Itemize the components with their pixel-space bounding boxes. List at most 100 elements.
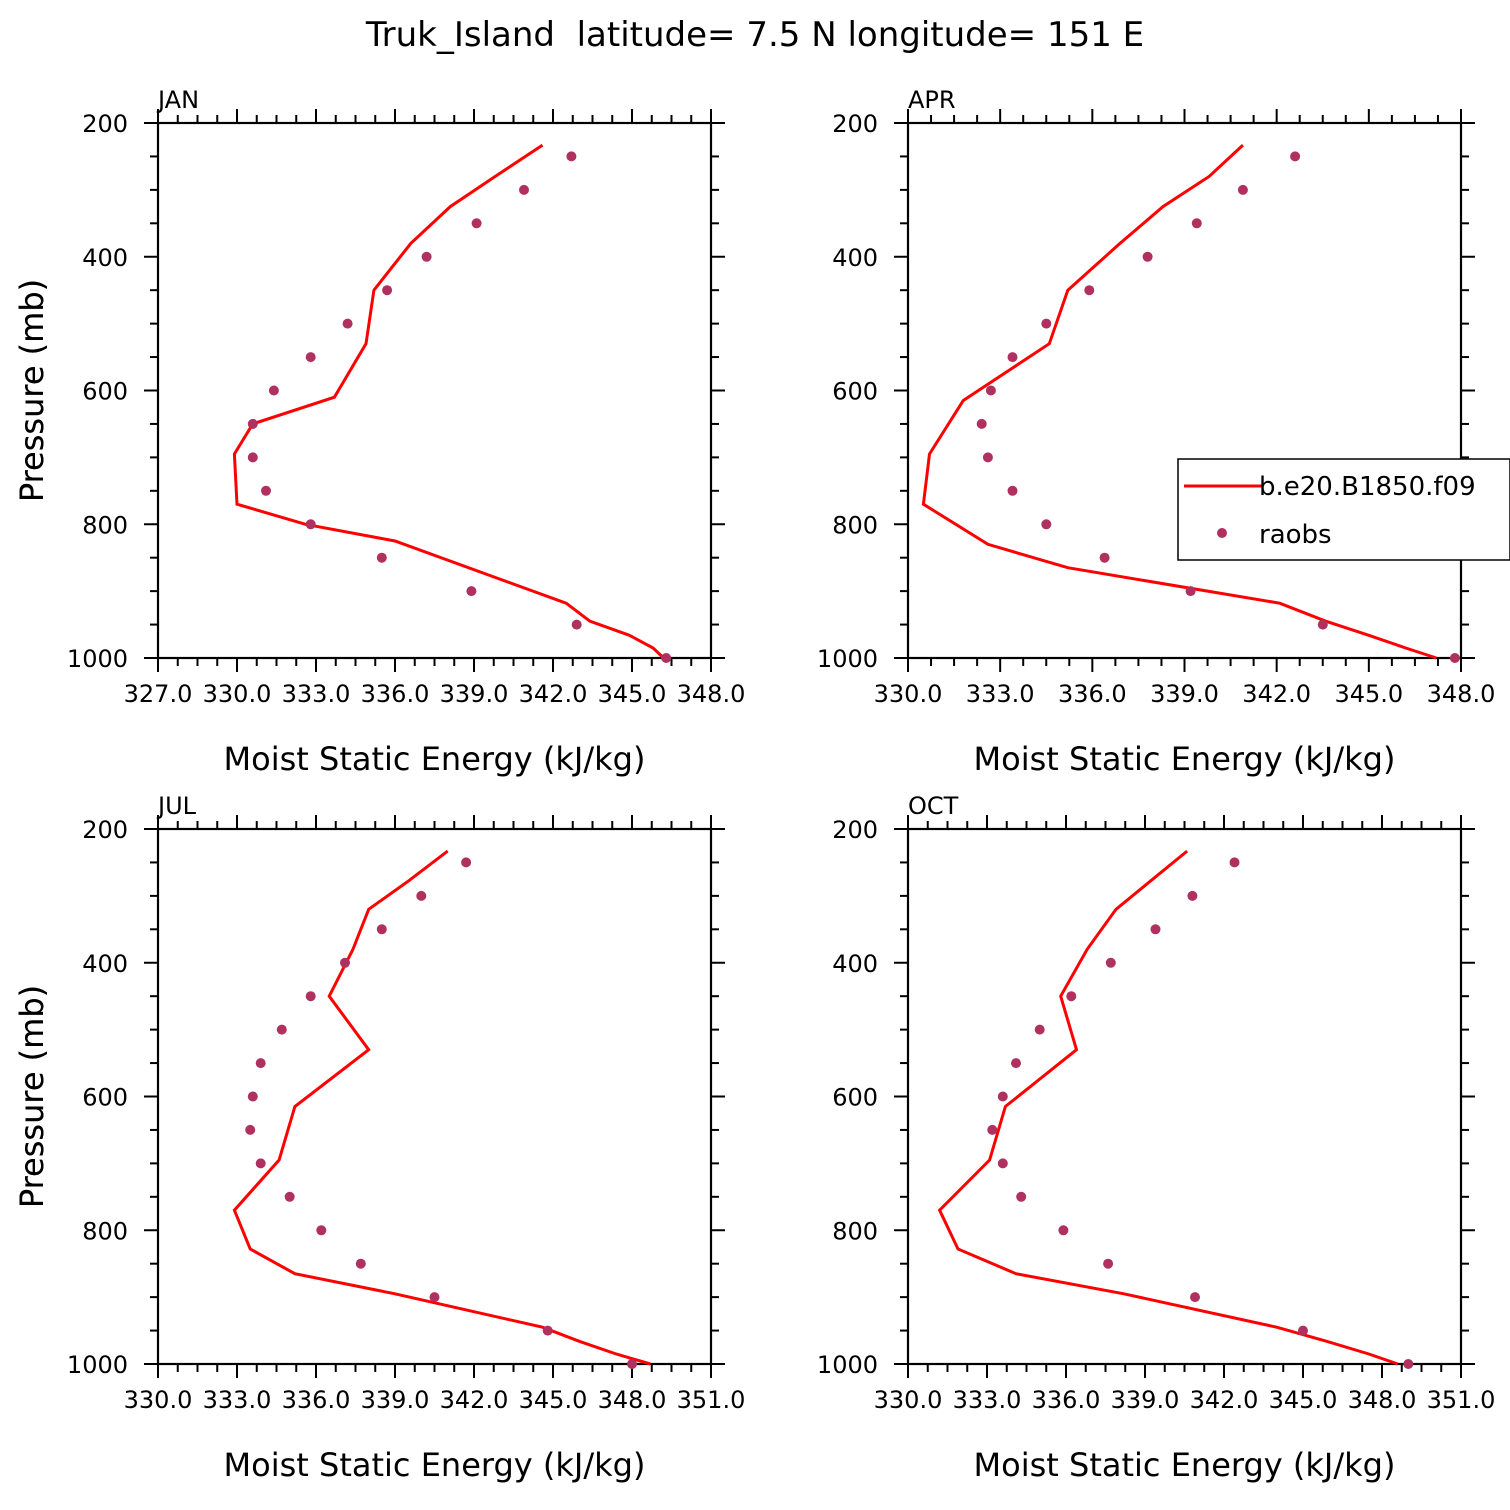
obs-point (247, 418, 258, 429)
model-line (921, 144, 1437, 660)
obs-point (982, 452, 993, 463)
obs-point (985, 385, 996, 396)
obs-point (382, 285, 393, 296)
figure-title: Truk_Island latitude= 7.5 N longitude= 1… (365, 15, 1144, 55)
obs-point (421, 251, 432, 262)
obs-point (471, 218, 482, 229)
y-tick-label: 1000 (817, 1351, 878, 1379)
obs-point (1011, 1058, 1021, 1069)
obs-point (661, 653, 672, 663)
obs-point (1058, 1225, 1069, 1236)
plot-frame (156, 827, 713, 1366)
y-tick-label: 600 (82, 378, 128, 406)
obs-point (1016, 1191, 1027, 1202)
x-tick-label: 333.0 (966, 680, 1035, 708)
x-tick-label: 339.0 (1111, 1386, 1180, 1414)
obs-point (342, 318, 353, 329)
y-tick-label: 600 (832, 378, 878, 406)
obs-point (1099, 552, 1110, 563)
y-tick-label: 200 (832, 110, 878, 138)
y-axis-title: Pressure (mb) (13, 985, 51, 1208)
obs-point (1105, 957, 1116, 968)
x-tick-label: 339.0 (1150, 680, 1219, 708)
obs-point (316, 1225, 327, 1236)
obs-point (261, 485, 271, 496)
y-tick-label: 200 (832, 816, 878, 844)
y-tick-label: 800 (82, 511, 128, 539)
obs-point (255, 1058, 266, 1069)
y-tick-label: 1000 (817, 645, 878, 673)
obs-point (1084, 285, 1095, 296)
x-tick-label: 345.0 (598, 680, 667, 708)
panel-label: JAN (156, 86, 199, 114)
x-tick-label: 330.0 (874, 1386, 943, 1414)
x-tick-label: 333.0 (953, 1386, 1022, 1414)
model-line (232, 143, 665, 660)
y-tick-label: 1000 (67, 645, 128, 673)
obs-point (1229, 857, 1240, 868)
obs-point (1103, 1258, 1114, 1269)
x-tick-label: 336.0 (361, 680, 430, 708)
y-tick-label: 200 (82, 110, 128, 138)
obs-point (305, 519, 316, 530)
obs-point (466, 586, 477, 597)
x-tick-label: 336.0 (282, 1386, 351, 1414)
legend-obs-label: raobs (1259, 520, 1332, 550)
obs-point (355, 1258, 366, 1269)
x-tick-label: 339.0 (361, 1386, 430, 1414)
x-tick-label: 333.0 (203, 1386, 272, 1414)
legend: b.e20.B1850.f09 raobs (1177, 458, 1510, 561)
obs-point (1041, 519, 1052, 530)
plot-frame (906, 827, 1463, 1366)
x-tick-label: 336.0 (1032, 1386, 1101, 1414)
y-tick-label: 600 (82, 1084, 128, 1112)
obs-point (1190, 1292, 1200, 1303)
obs-point (1187, 890, 1198, 901)
x-tick-label: 339.0 (440, 680, 509, 708)
y-tick-label: 1000 (67, 1351, 128, 1379)
obs-point (276, 1024, 287, 1035)
y-axis-title: Pressure (mb) (13, 279, 51, 502)
y-tick-label: 400 (82, 950, 128, 978)
legend-obs-marker (1217, 528, 1227, 538)
obs-point (284, 1191, 295, 1202)
x-tick-label: 351.0 (1427, 1386, 1496, 1414)
legend-model-label: b.e20.B1850.f09 (1259, 472, 1476, 502)
y-tick-label: 600 (832, 1084, 878, 1112)
obs-point (997, 1158, 1008, 1169)
obs-point (519, 184, 529, 195)
obs-point (571, 619, 582, 630)
x-tick-label: 330.0 (874, 680, 943, 708)
x-axis-title: Moist Static Energy (kJ/kg) (974, 1446, 1396, 1484)
chart-panel-oct: 330.0 333.0 336.0 339.0 342.0 345.0 348.0 351.0… (13, 792, 1495, 1484)
obs-point (247, 452, 258, 463)
obs-point (305, 352, 316, 363)
obs-point (1041, 318, 1052, 329)
model-line (937, 849, 1399, 1366)
obs-point (1317, 619, 1328, 630)
model-line (232, 849, 651, 1366)
obs-point (429, 1292, 440, 1303)
x-tick-label: 348.0 (598, 1386, 667, 1414)
obs-point (1290, 151, 1301, 162)
obs-point (255, 1158, 266, 1169)
x-tick-label: 345.0 (1269, 1386, 1338, 1414)
obs-point (1007, 485, 1018, 496)
x-tick-label: 330.0 (124, 1386, 193, 1414)
y-tick-label: 400 (82, 244, 128, 272)
x-tick-label: 333.0 (282, 680, 351, 708)
panel-label: JUL (156, 792, 197, 820)
x-tick-label: 348.0 (677, 680, 746, 708)
obs-point (1007, 352, 1018, 363)
obs-point (1142, 251, 1153, 262)
obs-point (1403, 1359, 1414, 1369)
panel-label: APR (908, 86, 956, 114)
x-tick-label: 348.0 (1427, 680, 1496, 708)
obs-point (1150, 924, 1161, 935)
chart-panel-jul: 330.0 333.0 336.0 339.0 342.0 345.0 348.0 351.0… (13, 792, 745, 1484)
obs-point (976, 418, 987, 429)
obs-point (627, 1359, 637, 1369)
y-tick-label: 200 (82, 816, 128, 844)
x-tick-label: 342.0 (1242, 680, 1311, 708)
